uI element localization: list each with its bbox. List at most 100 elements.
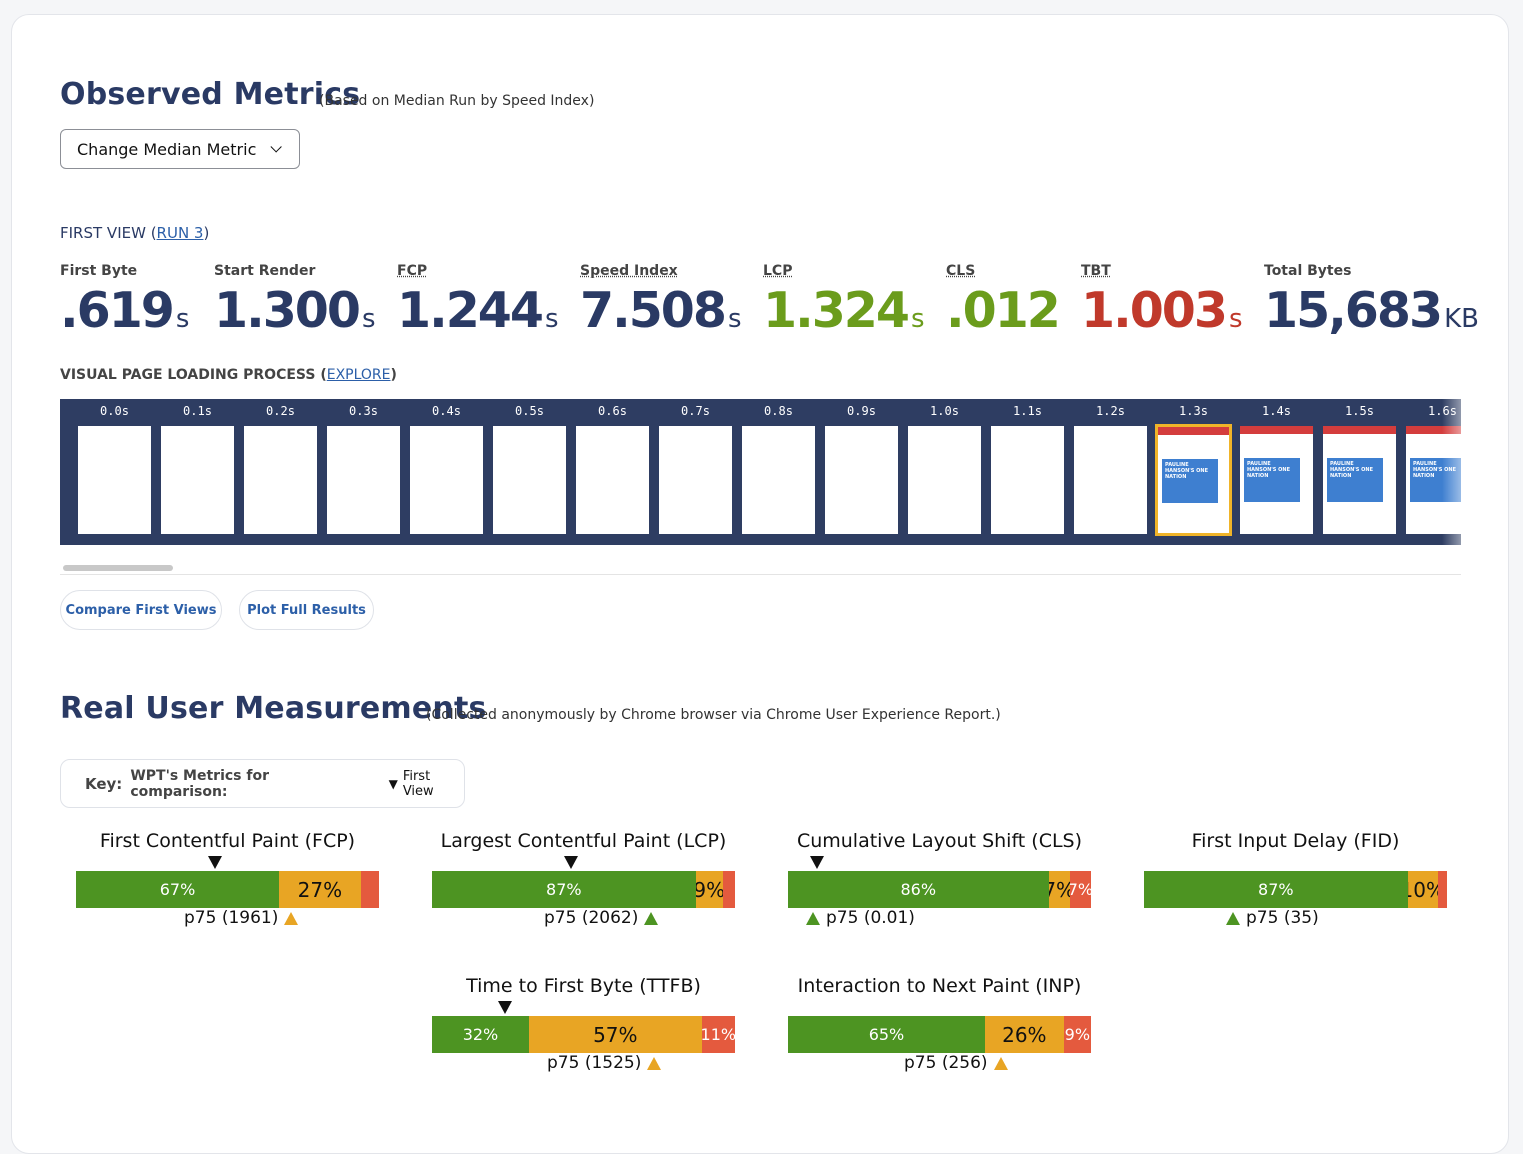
rum-metric: Largest Contentful Paint (LCP)87%9%p75 (… bbox=[432, 830, 735, 940]
rum-metric-title: Interaction to Next Paint (INP) bbox=[797, 975, 1082, 997]
frame-time: 1.0s bbox=[930, 404, 959, 418]
filmstrip-frame[interactable]: 0.5s bbox=[488, 399, 571, 545]
rum-metric-title: Cumulative Layout Shift (CLS) bbox=[796, 830, 1083, 852]
filmstrip-frame[interactable]: 0.4s bbox=[405, 399, 488, 545]
p75-label: p75 (35) bbox=[1226, 908, 1319, 928]
chevron-down-icon bbox=[270, 141, 283, 153]
metric-total-bytes: Total Bytes 15,683 KB bbox=[1264, 263, 1479, 339]
filmstrip-frame[interactable]: 0.1s bbox=[156, 399, 239, 545]
distribution-bar: 32% 57% 11% bbox=[432, 1016, 735, 1053]
frame-thumbnail bbox=[410, 426, 483, 534]
filmstrip-frame[interactable]: 0.8s bbox=[737, 399, 820, 545]
rum-metric: Cumulative Layout Shift (CLS) 86%7%7%p75 … bbox=[788, 830, 1091, 940]
p75-triangle-up-icon bbox=[1226, 911, 1240, 925]
bar-segment-poor: 9% bbox=[1063, 1016, 1091, 1053]
rum-metric-title: Time to First Byte (TTFB) bbox=[466, 975, 701, 997]
thumb-hero: PAULINE HANSON'S ONE NATION bbox=[1162, 459, 1218, 503]
frame-thumbnail bbox=[991, 426, 1064, 534]
metric-name: CLS bbox=[946, 263, 976, 279]
bar-segment-ni: 9% bbox=[695, 871, 723, 908]
plot-full-results-button[interactable]: Plot Full Results bbox=[239, 590, 374, 630]
comparison-key: Key: WPT's Metrics for comparison: ▼ Fir… bbox=[60, 759, 465, 808]
filmstrip-frame[interactable]: 1.5s PAULINE HANSON'S ONE NATION bbox=[1318, 399, 1401, 545]
p75-text: p75 (256) bbox=[904, 1053, 988, 1073]
triangle-down-icon: ▼ bbox=[388, 776, 398, 791]
bar-segment-good: 87% bbox=[432, 871, 696, 908]
frame-thumbnail bbox=[493, 426, 566, 534]
thumb-header bbox=[1158, 427, 1229, 435]
frame-thumbnail bbox=[908, 426, 981, 534]
frame-time: 0.6s bbox=[598, 404, 627, 418]
distribution-bar: 86%7%7% bbox=[788, 871, 1091, 908]
distribution-bar: 87%10% bbox=[1144, 871, 1447, 908]
frame-time: 0.9s bbox=[847, 404, 876, 418]
frame-thumbnail bbox=[742, 426, 815, 534]
p75-label: p75 (256) bbox=[904, 1053, 1008, 1073]
key-first-view: First View bbox=[402, 768, 434, 799]
metric-cls[interactable]: CLS .012 bbox=[946, 263, 1061, 339]
filmstrip-frame[interactable]: 1.2s bbox=[1069, 399, 1152, 545]
scrollbar-thumb[interactable] bbox=[63, 565, 173, 571]
frame-time: 0.2s bbox=[266, 404, 295, 418]
filmstrip-frame[interactable]: 1.4s PAULINE HANSON'S ONE NATION bbox=[1235, 399, 1318, 545]
metric-value: 7.508 bbox=[580, 282, 727, 339]
metric-value: 1.324 bbox=[763, 282, 910, 339]
metric-name: First Byte bbox=[60, 263, 138, 279]
observed-metrics-subtitle: (Based on Median Run by Speed Index) bbox=[319, 93, 595, 109]
bar-segment-poor: 7% bbox=[1069, 871, 1091, 908]
filmstrip-frame[interactable]: 0.0s bbox=[73, 399, 156, 545]
metric-value: .012 bbox=[946, 282, 1061, 339]
bar-segment-poor bbox=[1437, 871, 1447, 908]
filmstrip-frame[interactable]: 0.9s bbox=[820, 399, 903, 545]
bar-segment-ni: 57% bbox=[528, 1016, 702, 1053]
run-3-link[interactable]: RUN 3 bbox=[156, 224, 204, 242]
metric-unit: s bbox=[911, 304, 925, 334]
p75-triangle-up-icon bbox=[647, 1056, 662, 1070]
frame-thumbnail bbox=[1074, 426, 1147, 534]
filmstrip-frame[interactable]: 1.3s PAULINE HANSON'S ONE NATION bbox=[1152, 399, 1235, 545]
bar-segment-ni: 26% bbox=[984, 1016, 1064, 1053]
frame-thumbnail: PAULINE HANSON'S ONE NATION bbox=[1323, 426, 1396, 534]
metric-name: Speed Index bbox=[580, 263, 678, 279]
change-median-metric-dropdown[interactable]: Change Median Metric bbox=[60, 129, 300, 169]
compare-first-views-button[interactable]: Compare First Views bbox=[60, 590, 222, 630]
p75-triangle-up-icon bbox=[993, 1056, 1008, 1070]
filmstrip-frame[interactable]: 0.3s bbox=[322, 399, 405, 545]
thumb-header bbox=[1406, 426, 1461, 434]
metric-name: Start Render bbox=[214, 263, 316, 279]
metric-value: 1.300 bbox=[214, 282, 361, 339]
frame-thumbnail: PAULINE HANSON'S ONE NATION bbox=[1155, 424, 1232, 536]
run-prefix: FIRST VIEW ( bbox=[60, 224, 157, 242]
filmstrip-frame[interactable]: 0.2s bbox=[239, 399, 322, 545]
thumb-header bbox=[1240, 426, 1313, 434]
metric-speed-index[interactable]: Speed Index 7.508 s bbox=[580, 263, 742, 339]
frame-thumbnail: PAULINE HANSON'S ONE NATION bbox=[1240, 426, 1313, 534]
metric-value: 1.244 bbox=[397, 282, 544, 339]
run-suffix: ) bbox=[203, 224, 210, 242]
explore-link[interactable]: EXPLORE bbox=[326, 367, 391, 383]
metric-fcp[interactable]: FCP 1.244 s bbox=[397, 263, 559, 339]
metric-first-byte: First Byte .619 s bbox=[60, 263, 189, 339]
filmstrip-frame[interactable]: 1.0s bbox=[903, 399, 986, 545]
frame-time: 1.5s bbox=[1345, 404, 1374, 418]
metric-lcp[interactable]: LCP 1.324 s bbox=[763, 263, 925, 339]
p75-label: p75 (0.01) bbox=[806, 908, 915, 928]
metric-tbt[interactable]: TBT 1.003 s bbox=[1081, 263, 1243, 339]
frame-time: 0.8s bbox=[764, 404, 793, 418]
rum-metric: Time to First Byte (TTFB) 32% 57% 11% p75 (1… bbox=[432, 975, 735, 1085]
bar-segment-good: 67% bbox=[76, 871, 279, 908]
frame-thumbnail bbox=[659, 426, 732, 534]
metric-unit: s bbox=[1229, 304, 1243, 334]
filmstrip-scrollbar[interactable] bbox=[60, 561, 1461, 575]
visual-loading-label: VISUAL PAGE LOADING PROCESS (EXPLORE) bbox=[60, 367, 397, 383]
rum-title: Real User Measurements bbox=[60, 691, 487, 726]
p75-label: p75 (1961) bbox=[184, 908, 299, 928]
filmstrip-frame[interactable]: 0.6s bbox=[571, 399, 654, 545]
vpl-text: VISUAL PAGE LOADING PROCESS bbox=[60, 367, 321, 383]
frame-time: 1.4s bbox=[1262, 404, 1291, 418]
filmstrip-frame[interactable]: 0.7s bbox=[654, 399, 737, 545]
filmstrip[interactable]: 0.0s 0.1s 0.2s 0.3s 0.4s 0.5s 0.6s 0.7s 0.8s 0.9s… bbox=[60, 399, 1461, 545]
first-view-marker-icon bbox=[498, 1001, 512, 1014]
frame-time: 0.7s bbox=[681, 404, 710, 418]
filmstrip-frame[interactable]: 1.1s bbox=[986, 399, 1069, 545]
